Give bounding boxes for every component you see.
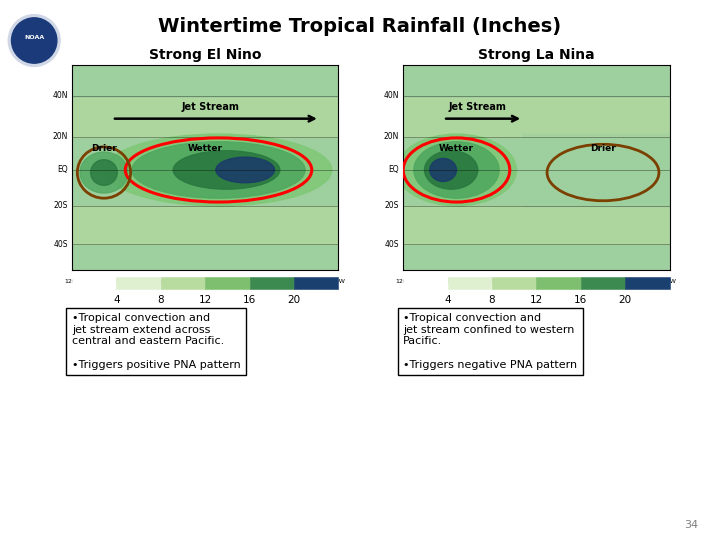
Text: Drier: Drier: [91, 144, 117, 153]
Text: 150E: 150E: [109, 279, 124, 284]
Text: 40S: 40S: [384, 240, 399, 249]
Text: 20S: 20S: [53, 201, 68, 211]
Text: 90W: 90W: [618, 279, 632, 284]
Text: 120E: 120E: [395, 279, 411, 284]
Bar: [403, 206, 670, 244]
Text: 150E: 150E: [440, 279, 455, 284]
Ellipse shape: [105, 134, 332, 206]
Text: Wetter: Wetter: [439, 144, 474, 153]
Text: Jet Stream: Jet Stream: [181, 102, 240, 112]
Text: •Tropical convection and
jet stream extend across
central and eastern Pacific.

: •Tropical convection and jet stream exte…: [72, 313, 240, 369]
Text: 60W: 60W: [662, 279, 677, 284]
Circle shape: [9, 15, 60, 66]
Text: 20N: 20N: [53, 132, 68, 141]
Text: 4: 4: [113, 295, 120, 306]
Text: 12: 12: [530, 295, 543, 306]
Text: NOAA: NOAA: [24, 35, 45, 40]
Ellipse shape: [216, 157, 274, 183]
Text: 120W: 120W: [240, 279, 258, 284]
Ellipse shape: [414, 142, 499, 198]
Ellipse shape: [430, 158, 456, 181]
Text: 60W: 60W: [331, 279, 346, 284]
Text: 120W: 120W: [572, 279, 590, 284]
Text: 20: 20: [287, 295, 300, 306]
Text: Wetter: Wetter: [188, 144, 222, 153]
Text: 34: 34: [684, 520, 698, 530]
Text: 180: 180: [155, 279, 166, 284]
Bar: [72, 98, 338, 137]
Text: 150W: 150W: [528, 279, 545, 284]
Text: 20N: 20N: [384, 132, 399, 141]
Text: 8: 8: [489, 295, 495, 306]
Text: 40N: 40N: [53, 91, 68, 100]
Ellipse shape: [174, 151, 280, 189]
Circle shape: [12, 18, 57, 63]
Text: 20S: 20S: [384, 201, 399, 211]
Text: 90W: 90W: [287, 279, 301, 284]
Text: 16: 16: [243, 295, 256, 306]
Bar: [523, 134, 670, 206]
Ellipse shape: [91, 160, 117, 185]
Text: 20: 20: [618, 295, 631, 306]
Text: EQ: EQ: [58, 165, 68, 174]
Text: 150W: 150W: [197, 279, 214, 284]
Text: 16: 16: [574, 295, 588, 306]
Text: 180: 180: [486, 279, 498, 284]
Text: 12: 12: [199, 295, 212, 306]
Text: Wintertime Tropical Rainfall (Inches): Wintertime Tropical Rainfall (Inches): [158, 17, 562, 36]
Text: •Tropical convection and
jet stream confined to western
Pacific.

•Triggers nega: •Tropical convection and jet stream conf…: [403, 313, 577, 369]
Text: EQ: EQ: [389, 165, 399, 174]
Text: 40N: 40N: [384, 91, 399, 100]
Text: Drier: Drier: [590, 144, 616, 153]
Bar: [72, 206, 338, 244]
Bar: [403, 98, 670, 137]
Ellipse shape: [425, 151, 478, 189]
Text: 40S: 40S: [53, 240, 68, 249]
Ellipse shape: [397, 134, 516, 206]
Text: Jet Stream: Jet Stream: [449, 102, 507, 112]
Text: Strong La Nina: Strong La Nina: [478, 48, 595, 62]
Text: Strong El Nino: Strong El Nino: [149, 48, 261, 62]
Text: 120E: 120E: [64, 279, 80, 284]
Text: 4: 4: [444, 295, 451, 306]
Ellipse shape: [132, 142, 305, 198]
Text: 8: 8: [158, 295, 164, 306]
Ellipse shape: [80, 152, 128, 193]
